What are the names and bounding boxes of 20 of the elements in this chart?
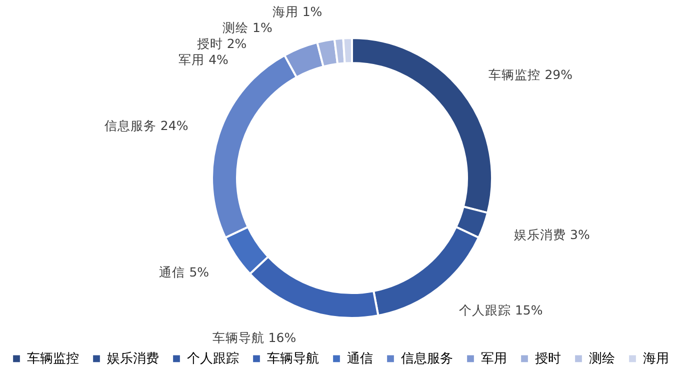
category-label: 海用 1% <box>272 4 322 19</box>
legend-label: 授时 <box>535 352 561 367</box>
legend-label: 车辆导航 <box>267 352 319 367</box>
category-label: 通信 5% <box>159 264 210 280</box>
legend-label: 海用 <box>643 352 669 367</box>
category-label: 娱乐消费 3% <box>514 226 590 242</box>
category-label: 个人跟踪 15% <box>458 302 543 318</box>
legend-label: 车辆监控 <box>27 352 79 367</box>
legend-label: 信息服务 <box>401 352 453 367</box>
category-label: 车辆监控 29% <box>488 67 573 82</box>
category-label: 军用 4% <box>178 52 228 67</box>
category-label: 车辆导航 16% <box>212 330 296 345</box>
legend-label: 个人跟踪 <box>187 352 239 367</box>
category-label: 授时 2% <box>196 36 247 51</box>
category-label: 测绘 1% <box>222 20 272 35</box>
legend-label: 军用 <box>481 352 507 367</box>
legend-label: 通信 <box>347 352 373 367</box>
legend-label: 测绘 <box>589 352 615 367</box>
category-label: 信息服务 24% <box>104 118 188 134</box>
legend-label: 娱乐消费 <box>107 352 159 367</box>
